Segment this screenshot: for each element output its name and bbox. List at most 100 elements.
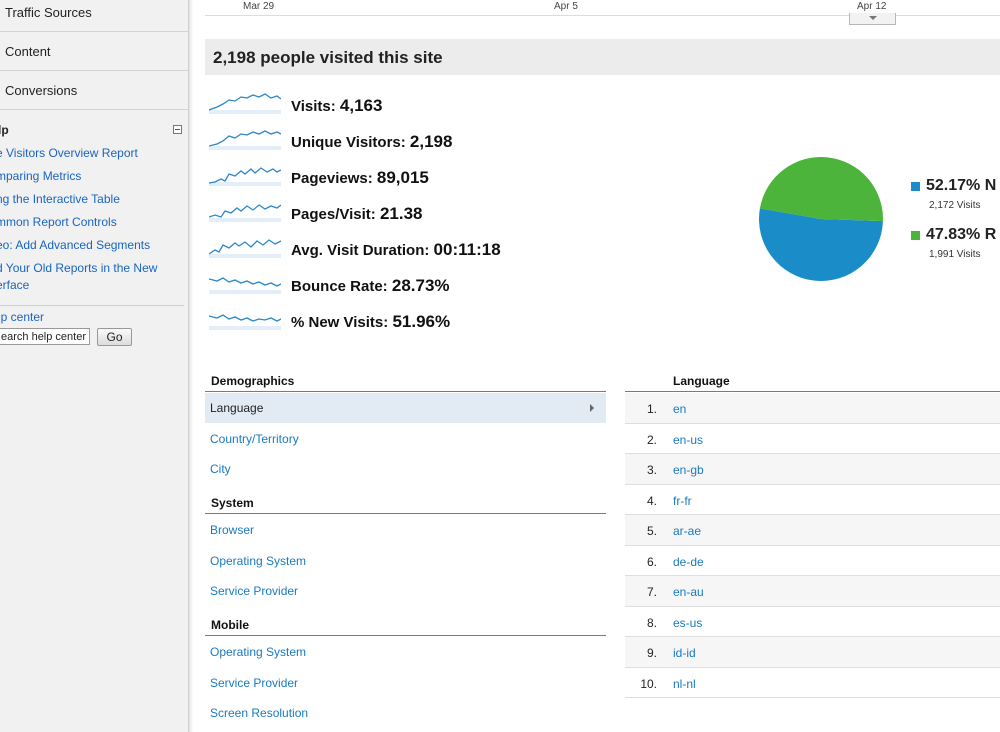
sparkline-icon <box>209 277 281 294</box>
pie-slice-new-visitors[interactable] <box>759 208 883 281</box>
legend-new[interactable]: 52.17% N <box>926 177 996 195</box>
summary-bar: 2,198 people visited this site <box>205 39 1000 75</box>
section-demographics: Demographics <box>205 370 606 392</box>
metric-visits: Visits: 4,163 <box>209 90 679 118</box>
help-link[interactable]: d Your Old Reports in the New <box>0 261 158 275</box>
nav-item-conversions[interactable]: Conversions <box>0 72 188 110</box>
legend-swatch-returning <box>911 231 920 240</box>
help-link[interactable]: e Visitors Overview Report <box>0 146 138 160</box>
timeline-axis <box>205 15 1000 16</box>
help-search-input[interactable] <box>0 328 90 345</box>
table-row: 8. es-us <box>625 607 1000 637</box>
table-row: 9. id-id <box>625 637 1000 668</box>
language-link[interactable]: en-us <box>673 432 704 447</box>
metric-value: 51.96% <box>392 312 451 331</box>
legend-swatch-new <box>911 182 920 191</box>
column-header-language: Language <box>673 374 730 388</box>
row-rank: 5. <box>646 524 657 538</box>
section-system: System <box>205 492 606 514</box>
row-rank: 6. <box>646 554 657 569</box>
row-rank: 7. <box>646 585 657 599</box>
sparkline-icon <box>209 204 281 222</box>
help-link[interactable]: mmon Report Controls <box>0 215 117 229</box>
row-rank: 2. <box>646 432 657 447</box>
help-link[interactable]: ng the Interactive Table <box>0 192 120 206</box>
nav-label: Conversions <box>5 83 78 98</box>
chevron-right-icon <box>590 404 594 412</box>
table-row: 5. ar-ae <box>625 515 1000 546</box>
dimension-screen-resolution[interactable]: Screen Resolution <box>210 706 309 720</box>
sidebar: Traffic Sources Content Conversions lp e… <box>0 0 189 732</box>
dimension-country-territory[interactable]: Country/Territory <box>210 432 299 446</box>
table-row: 6. de-de <box>625 546 1000 576</box>
collapse-icon[interactable] <box>173 125 182 134</box>
table-row: 4. fr-fr <box>625 485 1000 515</box>
sparkline-icon <box>209 130 281 150</box>
nav-item-content[interactable]: Content <box>0 33 188 71</box>
nav-label: Content <box>5 44 51 59</box>
help-link[interactable]: mparing Metrics <box>0 169 82 183</box>
language-link[interactable]: es-us <box>673 615 703 630</box>
legend-returning-visits: 1,991 Visits <box>929 249 981 260</box>
legend-new-pct: 52.17% <box>926 177 981 194</box>
table-row: 3. en-gb <box>625 454 1000 485</box>
help-panel-header: lp <box>0 120 184 140</box>
metric-value: 2,198 <box>409 132 453 151</box>
dimension-city[interactable]: City <box>210 462 231 476</box>
metric-value: 89,015 <box>376 168 429 187</box>
help-link-continued[interactable]: erface <box>0 278 30 292</box>
table-row: 7. en-au <box>625 576 1000 607</box>
row-rank: 8. <box>646 615 657 630</box>
timeline-label: Apr 12 <box>857 1 887 12</box>
metric-label: Visits: <box>291 98 336 115</box>
section-mobile: Mobile <box>205 614 606 636</box>
metric-pageviews: Pageviews: 89,015 <box>209 162 679 190</box>
metric-value: 4,163 <box>339 96 383 115</box>
sidebar-shadow <box>189 0 193 732</box>
metric-new-visits: % New Visits: 51.96% <box>209 306 679 334</box>
table-row: 2. en-us <box>625 424 1000 454</box>
new-vs-returning-pie[interactable] <box>758 156 884 282</box>
go-button[interactable]: Go <box>97 328 132 346</box>
timeline-label: Mar 29 <box>243 1 275 12</box>
metric-value: 28.73% <box>391 276 450 295</box>
dimension-browser[interactable]: Browser <box>210 523 255 537</box>
language-link[interactable]: id-id <box>673 646 696 660</box>
metric-value: 21.38 <box>379 204 423 223</box>
language-link[interactable]: en-au <box>673 585 704 599</box>
metric-bounce-rate: Bounce Rate: 28.73% <box>209 270 679 298</box>
dimension-operating-system[interactable]: Operating System <box>210 554 307 568</box>
language-link[interactable]: ar-ae <box>673 524 702 538</box>
row-rank: 1. <box>646 402 657 416</box>
row-rank: 9. <box>646 646 657 660</box>
divider <box>0 305 184 306</box>
dimension-service-provider[interactable]: Service Provider <box>210 584 299 598</box>
metric-label: Pages/Visit: <box>291 206 376 223</box>
legend-returning[interactable]: 47.83% R <box>926 226 996 244</box>
row-rank: 3. <box>646 463 657 477</box>
dimension-mobile-operating-system[interactable]: Operating System <box>210 645 307 659</box>
dimension-language[interactable]: Language <box>205 393 606 423</box>
dimension-mobile-service-provider[interactable]: Service Provider <box>210 676 299 690</box>
language-link[interactable]: nl-nl <box>673 676 696 691</box>
legend-returning-pct: 47.83% <box>926 226 981 243</box>
nav-item-traffic-sources[interactable]: Traffic Sources <box>0 0 188 32</box>
sparkline-icon <box>209 239 281 258</box>
sparkline-icon <box>209 314 281 330</box>
metric-avg-visit-duration: Avg. Visit Duration: 00:11:18 <box>209 234 679 262</box>
metric-label: Avg. Visit Duration: <box>291 242 430 259</box>
metric-pages-per-visit: Pages/Visit: 21.38 <box>209 198 679 226</box>
legend-returning-label: R <box>984 226 997 243</box>
sparkline-icon <box>209 93 281 114</box>
language-link[interactable]: en <box>673 402 687 416</box>
pie-slice-returning-visitors[interactable] <box>759 156 883 222</box>
language-link[interactable]: de-de <box>673 554 704 569</box>
legend-new-label: N <box>984 177 997 194</box>
language-link[interactable]: fr-fr <box>673 493 692 508</box>
help-center-link[interactable]: lp center <box>0 310 45 324</box>
metric-label: % New Visits: <box>291 314 389 331</box>
language-link[interactable]: en-gb <box>673 463 704 477</box>
row-rank: 4. <box>646 493 657 508</box>
help-link[interactable]: eo: Add Advanced Segments <box>0 238 151 252</box>
timeline-toggle-handle[interactable] <box>849 13 896 25</box>
